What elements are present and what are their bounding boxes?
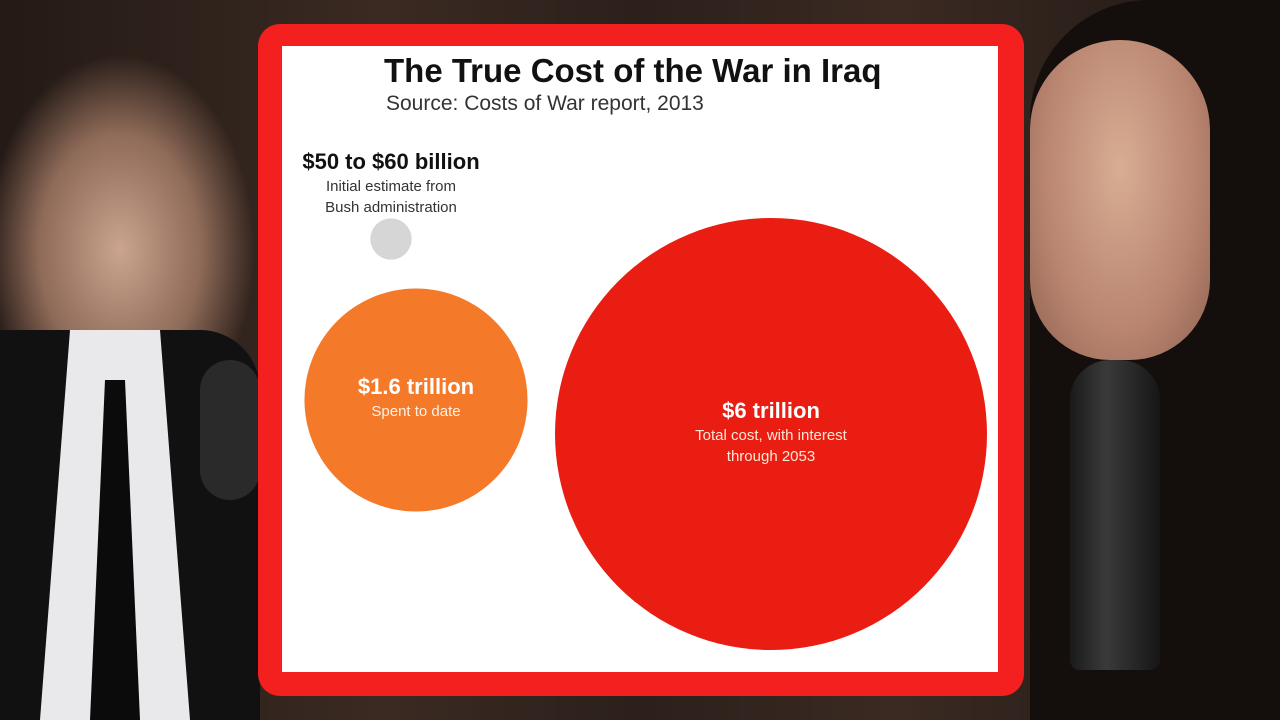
bubble-total-cost [555, 218, 987, 650]
bubble-chart: $50 to $60 billion Initial estimate from B… [302, 149, 987, 650]
chart-subtitle: Source: Costs of War report, 2013 [386, 92, 704, 115]
description-total-cost-1: Total cost, with interest [695, 427, 848, 444]
value-label-total-cost: $6 trillion [722, 398, 820, 423]
bubble-spent-to-date [304, 288, 528, 512]
right-microphone [1070, 360, 1160, 670]
chart-card: The True Cost of the War in Iraq Source:… [282, 46, 998, 672]
bubble-initial-estimate [370, 218, 412, 260]
description-spent-to-date-1: Spent to date [371, 403, 460, 420]
description-total-cost-2: through 2053 [727, 448, 815, 465]
description-initial-estimate-2: Bush administration [325, 199, 457, 216]
left-microphone [200, 360, 260, 500]
value-label-spent-to-date: $1.6 trillion [358, 374, 474, 399]
right-guest-face [1030, 40, 1210, 360]
chart-title: The True Cost of the War in Iraq [384, 52, 882, 89]
description-initial-estimate-1: Initial estimate from [326, 178, 456, 195]
value-label-initial-estimate: $50 to $60 billion [302, 149, 479, 174]
